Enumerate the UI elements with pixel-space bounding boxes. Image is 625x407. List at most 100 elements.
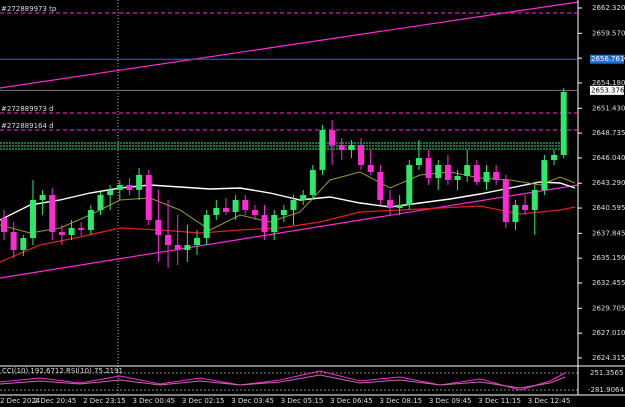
candle-body xyxy=(560,91,567,155)
candle-body xyxy=(415,158,422,166)
y-tick-label: 2640.595 xyxy=(592,204,625,212)
candle-body xyxy=(261,215,268,233)
candle-body xyxy=(184,245,191,250)
candle-body xyxy=(271,215,278,233)
candle-body xyxy=(290,199,297,211)
candle-body xyxy=(203,215,210,239)
indicator-tick: -281.9064 xyxy=(588,386,624,394)
candle-body xyxy=(406,165,413,205)
candle-body xyxy=(136,174,143,190)
trend-line xyxy=(0,184,579,279)
candle-body xyxy=(531,189,538,211)
candle-body xyxy=(522,204,529,211)
x-tick-label: 3 Dec 05:15 xyxy=(281,397,324,405)
candle-body xyxy=(107,189,114,196)
y-tick-label: 2654.180 xyxy=(592,79,625,87)
trend-line xyxy=(0,1,579,89)
candle-body xyxy=(39,195,46,200)
y-tick-label: 2648.735 xyxy=(592,129,625,137)
candle-body xyxy=(309,169,316,196)
candle-body xyxy=(165,234,172,246)
candle-body xyxy=(20,238,27,250)
x-tick-label: 3 Dec 09:45 xyxy=(429,397,472,405)
y-tick-label: 2635.150 xyxy=(592,254,625,262)
candle-body xyxy=(29,199,36,239)
candle-body xyxy=(222,208,229,212)
order-label: #272889973 d xyxy=(1,105,54,113)
x-tick-label: 2 Dec 23:15 xyxy=(83,397,126,405)
y-tick-label: 2637.845 xyxy=(592,229,625,237)
candle-body xyxy=(68,227,75,235)
moving-average xyxy=(0,181,576,221)
candle-body xyxy=(300,195,307,200)
indicator-line xyxy=(0,374,566,389)
candle-body xyxy=(444,165,451,181)
candle-body xyxy=(242,199,249,211)
candle-body xyxy=(454,175,461,181)
x-tick-label: 2 Dec 2024 xyxy=(0,397,41,405)
candle-body xyxy=(49,195,56,233)
candle-body xyxy=(213,208,220,216)
price-tag xyxy=(590,54,624,64)
x-tick-label: 3 Dec 00:45 xyxy=(132,397,175,405)
x-tick-label: 3 Dec 12:45 xyxy=(528,397,571,405)
price-tag-label: 2653.376 xyxy=(591,86,625,94)
layout xyxy=(0,0,625,396)
candle-body xyxy=(396,204,403,209)
candle-body xyxy=(473,165,480,182)
candle-body xyxy=(194,238,200,246)
candle-body xyxy=(483,172,490,182)
candle-body xyxy=(464,165,471,176)
y-tick-label: 2646.040 xyxy=(592,154,625,162)
candle-body xyxy=(502,180,509,223)
y-tick-label: 2627.010 xyxy=(592,329,625,337)
candle-body xyxy=(551,154,558,161)
candle-body xyxy=(512,204,519,223)
candle-body xyxy=(493,172,500,181)
candle-body xyxy=(1,217,7,233)
x-tick-label: 3 Dec 08:15 xyxy=(379,397,422,405)
candle-body xyxy=(541,160,548,190)
order-label: #272889164 d xyxy=(1,122,54,130)
x-tick-label: 3 Dec 02:15 xyxy=(182,397,225,405)
indicator-tick: 251.3565 xyxy=(590,369,623,377)
y-tick-label: 2643.290 xyxy=(592,179,625,187)
y-tick-label: 2624.315 xyxy=(592,354,625,362)
candle-body xyxy=(97,195,104,211)
candle-body xyxy=(87,210,94,231)
order-label: #272889973 tp xyxy=(1,5,57,13)
candle-body xyxy=(116,184,123,190)
x-tick-label: 3 Dec 11:15 xyxy=(478,397,521,405)
candle-body xyxy=(232,199,239,212)
y-tick-label: 2629.705 xyxy=(592,304,625,312)
candle-body xyxy=(435,165,442,178)
order-cluster xyxy=(0,142,560,150)
moving-average xyxy=(0,205,576,263)
candle-body xyxy=(251,210,258,216)
candle-body xyxy=(358,145,365,166)
candle-body xyxy=(338,145,345,150)
y-tick-label: 2659.570 xyxy=(592,29,625,37)
candle-body xyxy=(348,145,355,150)
candle-body xyxy=(280,210,287,216)
x-tick-label: 3 Dec 06:45 xyxy=(330,397,373,405)
candle-body xyxy=(78,227,85,231)
candle-body xyxy=(58,232,65,235)
price-tag-label: 2656.761 xyxy=(591,55,624,63)
candle-body xyxy=(367,165,374,173)
candle-body xyxy=(319,130,326,170)
price-tag xyxy=(590,85,624,95)
indicator-label: CCI(10) 192.6712 RSI(10) 75.2191 xyxy=(2,367,123,375)
candle-body xyxy=(174,245,181,250)
candle-body xyxy=(425,158,432,178)
y-tick-label: 2651.430 xyxy=(592,104,625,112)
x-tick-label: 3 Dec 03:45 xyxy=(231,397,274,405)
x-tick-label: 2 Dec 20:45 xyxy=(34,397,77,405)
candle-body xyxy=(126,184,133,190)
candle-body xyxy=(329,130,336,146)
candle-body xyxy=(145,174,152,220)
candle-body xyxy=(387,199,393,209)
candle-body xyxy=(377,172,384,200)
